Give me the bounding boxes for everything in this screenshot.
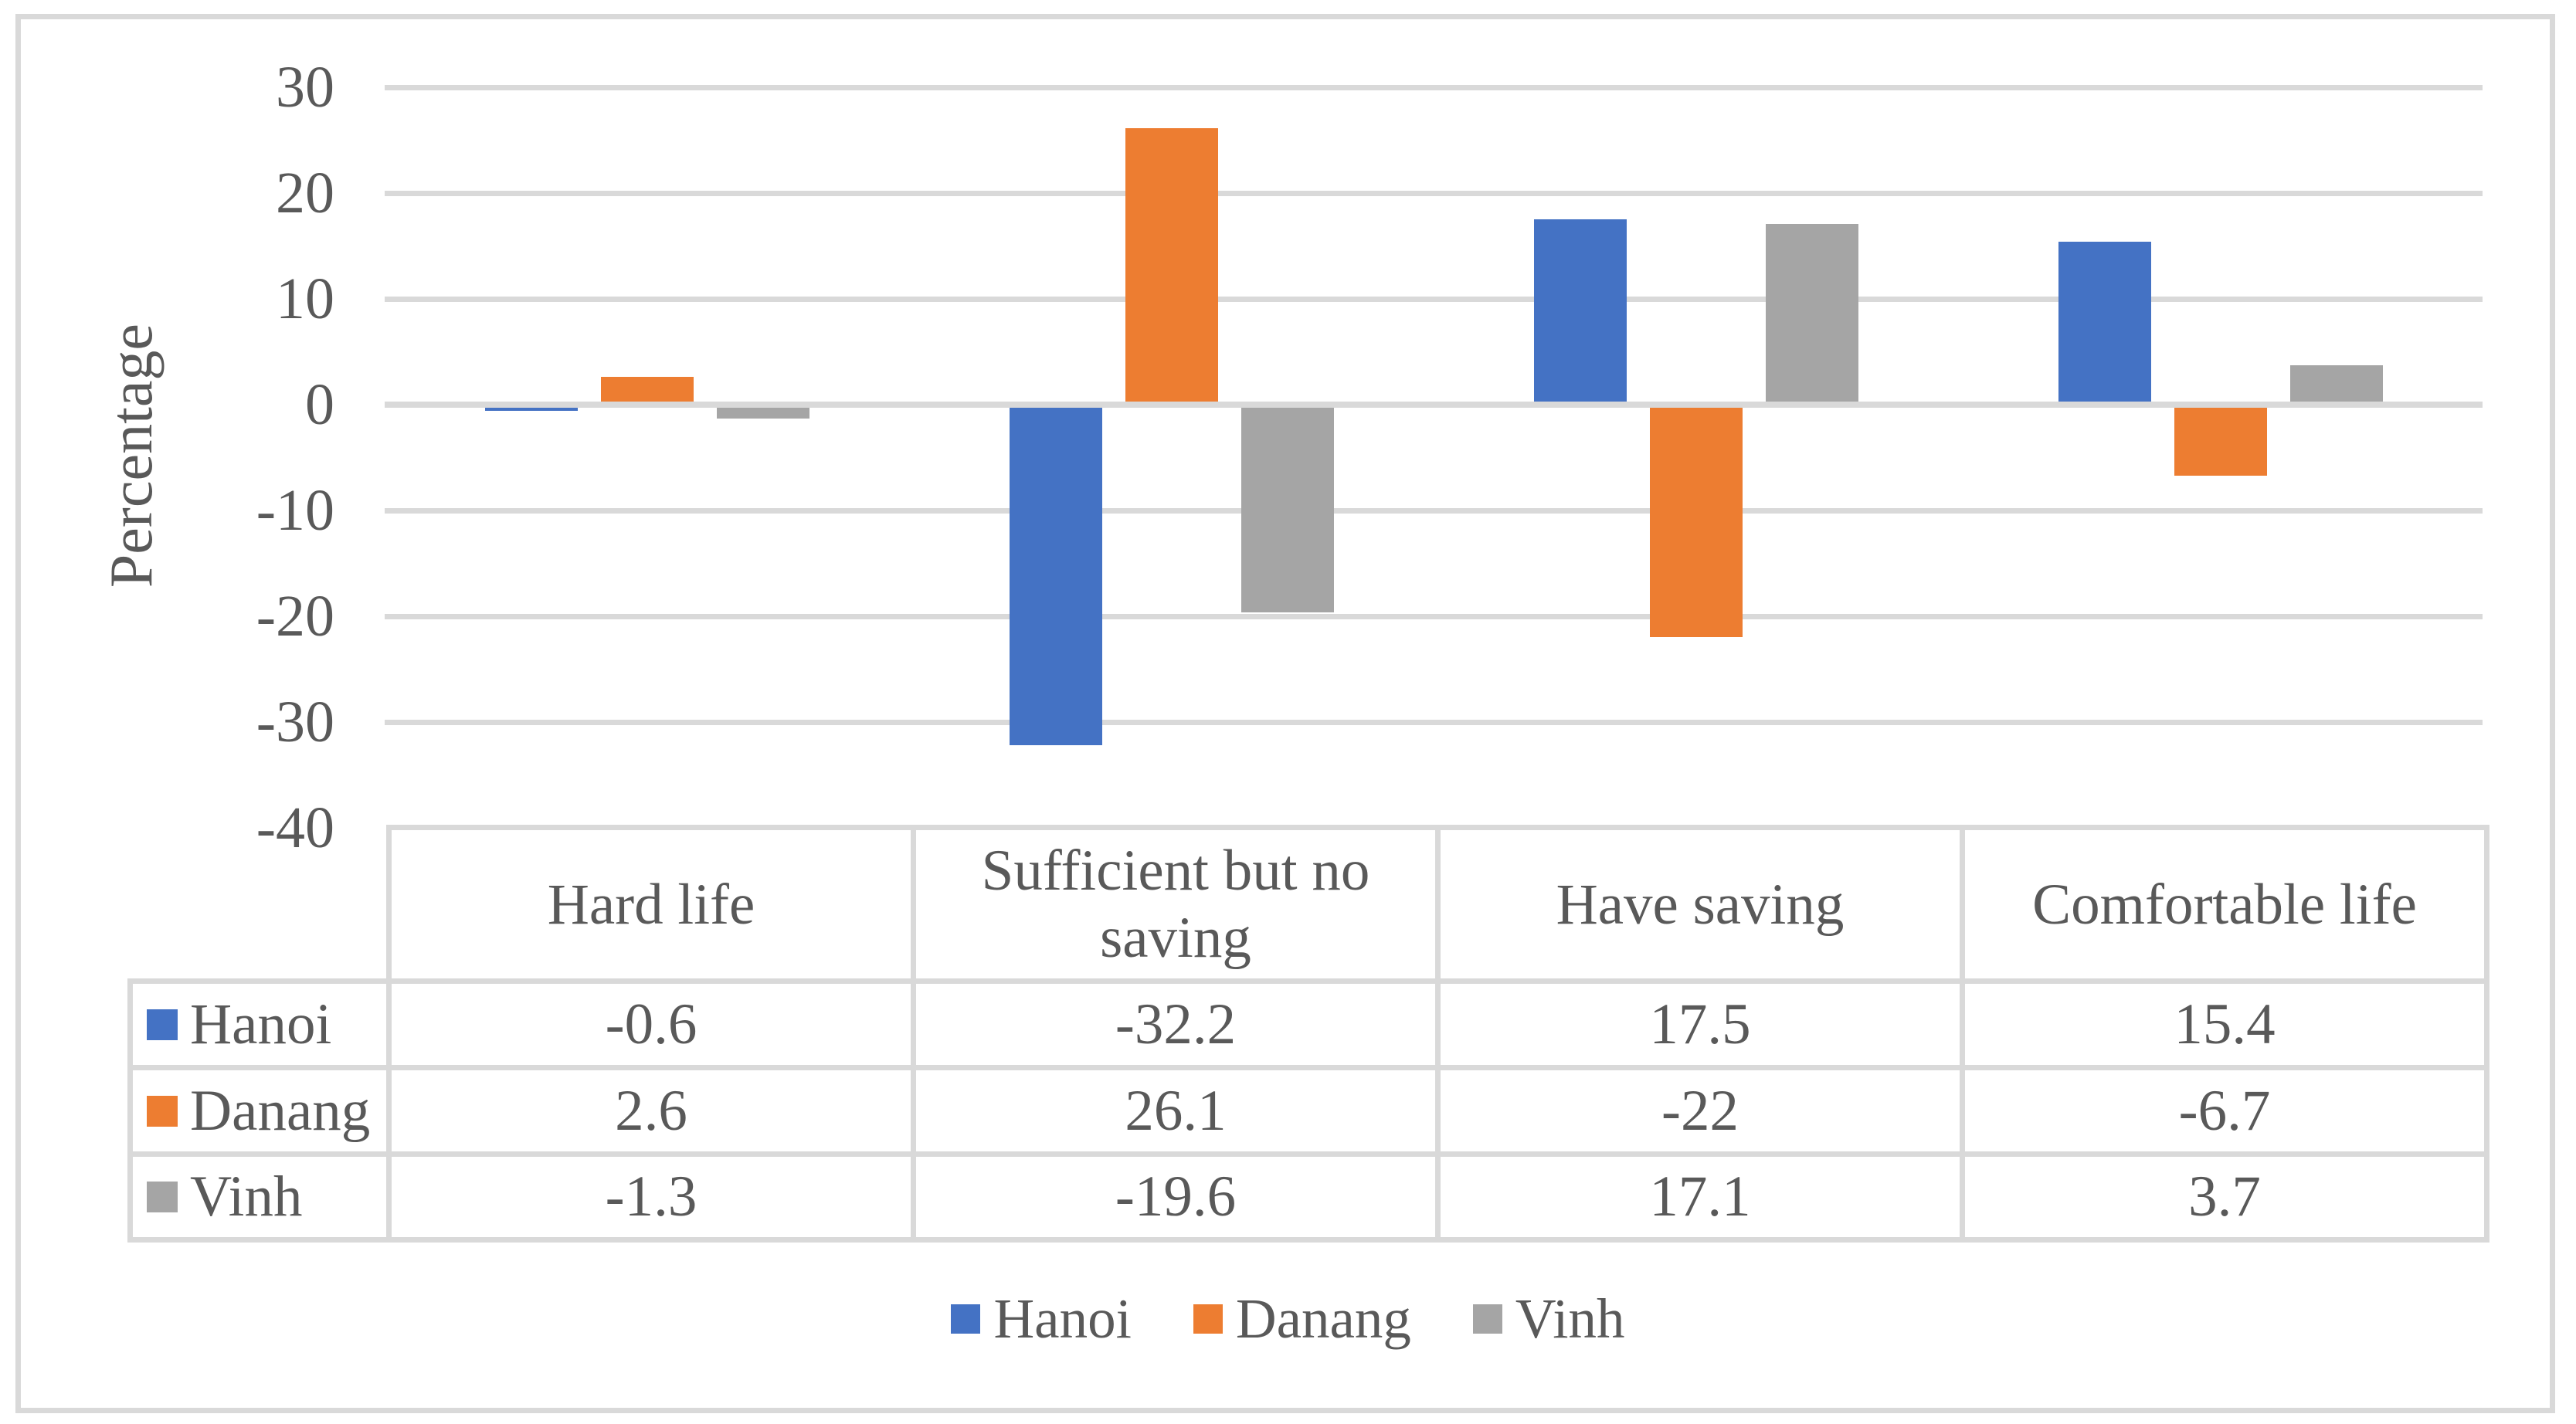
figure-border xyxy=(15,14,2555,1413)
legend-item-danang: Danang xyxy=(1193,1288,1411,1350)
danang-legend-key-icon xyxy=(147,1095,178,1127)
gridline--10 xyxy=(385,507,2483,514)
y-tick-label-30: 30 xyxy=(276,55,334,120)
table-value-vinh-hard-life: -1.3 xyxy=(386,1151,916,1243)
y-tick-label-20: 20 xyxy=(276,161,334,225)
hanoi-legend-key-icon xyxy=(147,1009,178,1040)
table-row-hanoi: Hanoi -0.6 -32.2 17.5 15.4 xyxy=(127,978,2489,1070)
table-value-vinh-have-saving: 17.1 xyxy=(1435,1151,1965,1243)
table-column-header-sufficient-but-no-saving: Sufficient but no saving xyxy=(911,825,1441,984)
bar-vinh-sufficient-but-no-saving xyxy=(1240,405,1334,612)
legend-item-vinh: Vinh xyxy=(1472,1287,1625,1350)
table-value-danang-comfortable-life: -6.7 xyxy=(1960,1065,2489,1157)
bar-hanoi-hard-life xyxy=(484,405,578,412)
y-axis-title: Percentage xyxy=(97,323,165,588)
legend-label: Danang xyxy=(1235,1287,1411,1350)
legend-item-hanoi: Hanoi xyxy=(951,1287,1132,1350)
table-row-header-vinh: Vinh xyxy=(127,1151,392,1243)
y-tick-label--40: -40 xyxy=(256,795,334,860)
legend-label: Vinh xyxy=(1515,1287,1625,1350)
table-column-header-hard-life: Hard life xyxy=(386,825,916,984)
table-row-vinh: Vinh -1.3 -19.6 17.1 3.7 xyxy=(127,1151,2489,1243)
bar-vinh-hard-life xyxy=(716,405,809,419)
bar-hanoi-have-saving xyxy=(1533,219,1627,405)
vinh-legend-swatch-icon xyxy=(1472,1304,1502,1334)
table-column-header-have-saving: Have saving xyxy=(1435,825,1965,984)
legend-label: Hanoi xyxy=(993,1287,1132,1350)
bar-danang-comfortable-life xyxy=(2174,405,2267,476)
plot-area xyxy=(385,84,2483,828)
table-value-hanoi-comfortable-life: 15.4 xyxy=(1960,978,2489,1070)
gridline--20 xyxy=(385,613,2483,619)
y-tick-label--10: -10 xyxy=(256,478,334,543)
table-row-header-label: Danang xyxy=(190,1078,371,1143)
table-value-vinh-sufficient-but-no-saving: -19.6 xyxy=(911,1151,1441,1243)
table-row-header-danang: Danang xyxy=(127,1065,392,1157)
table-value-hanoi-hard-life: -0.6 xyxy=(386,978,916,1070)
legend: Hanoi Danang Vinh xyxy=(0,1288,2576,1350)
table-value-hanoi-have-saving: 17.5 xyxy=(1435,978,1965,1070)
vinh-legend-key-icon xyxy=(147,1182,178,1212)
table-row-header-label: Hanoi xyxy=(190,992,332,1056)
table-value-danang-have-saving: -22 xyxy=(1435,1065,1965,1157)
data-table: Hard life Sufficient but no saving Have sa… xyxy=(127,825,2489,1243)
table-corner-blank xyxy=(131,828,389,982)
gridline-20 xyxy=(385,190,2483,196)
table-value-hanoi-sufficient-but-no-saving: -32.2 xyxy=(911,978,1441,1070)
table-column-header-comfortable-life: Comfortable life xyxy=(1960,825,2489,984)
bar-hanoi-comfortable-life xyxy=(2058,242,2151,405)
category-axis-line xyxy=(385,402,2483,408)
danang-legend-swatch-icon xyxy=(1193,1304,1223,1334)
bar-vinh-have-saving xyxy=(1765,223,1858,405)
y-tick-label--20: -20 xyxy=(256,584,334,649)
y-tick-label-0: 0 xyxy=(305,372,334,437)
y-tick-label-10: 10 xyxy=(276,266,334,331)
bar-danang-hard-life xyxy=(600,377,694,405)
gridline-10 xyxy=(385,296,2483,302)
gridline-30 xyxy=(385,84,2483,90)
table-row-header-hanoi: Hanoi xyxy=(127,978,392,1070)
table-row-header-label: Vinh xyxy=(190,1165,303,1229)
bar-danang-sufficient-but-no-saving xyxy=(1125,128,1218,405)
y-tick-label--30: -30 xyxy=(256,690,334,754)
gridline--30 xyxy=(385,719,2483,725)
bar-danang-have-saving xyxy=(1649,405,1743,638)
hanoi-legend-swatch-icon xyxy=(951,1304,981,1334)
table-value-danang-hard-life: 2.6 xyxy=(386,1065,916,1157)
bar-hanoi-sufficient-but-no-saving xyxy=(1009,405,1102,746)
table-value-vinh-comfortable-life: 3.7 xyxy=(1960,1151,2489,1243)
table-row-danang: Danang 2.6 26.1 -22 -6.7 xyxy=(127,1065,2489,1157)
table-value-danang-sufficient-but-no-saving: 26.1 xyxy=(911,1065,1441,1157)
bar-vinh-comfortable-life xyxy=(2289,365,2383,405)
